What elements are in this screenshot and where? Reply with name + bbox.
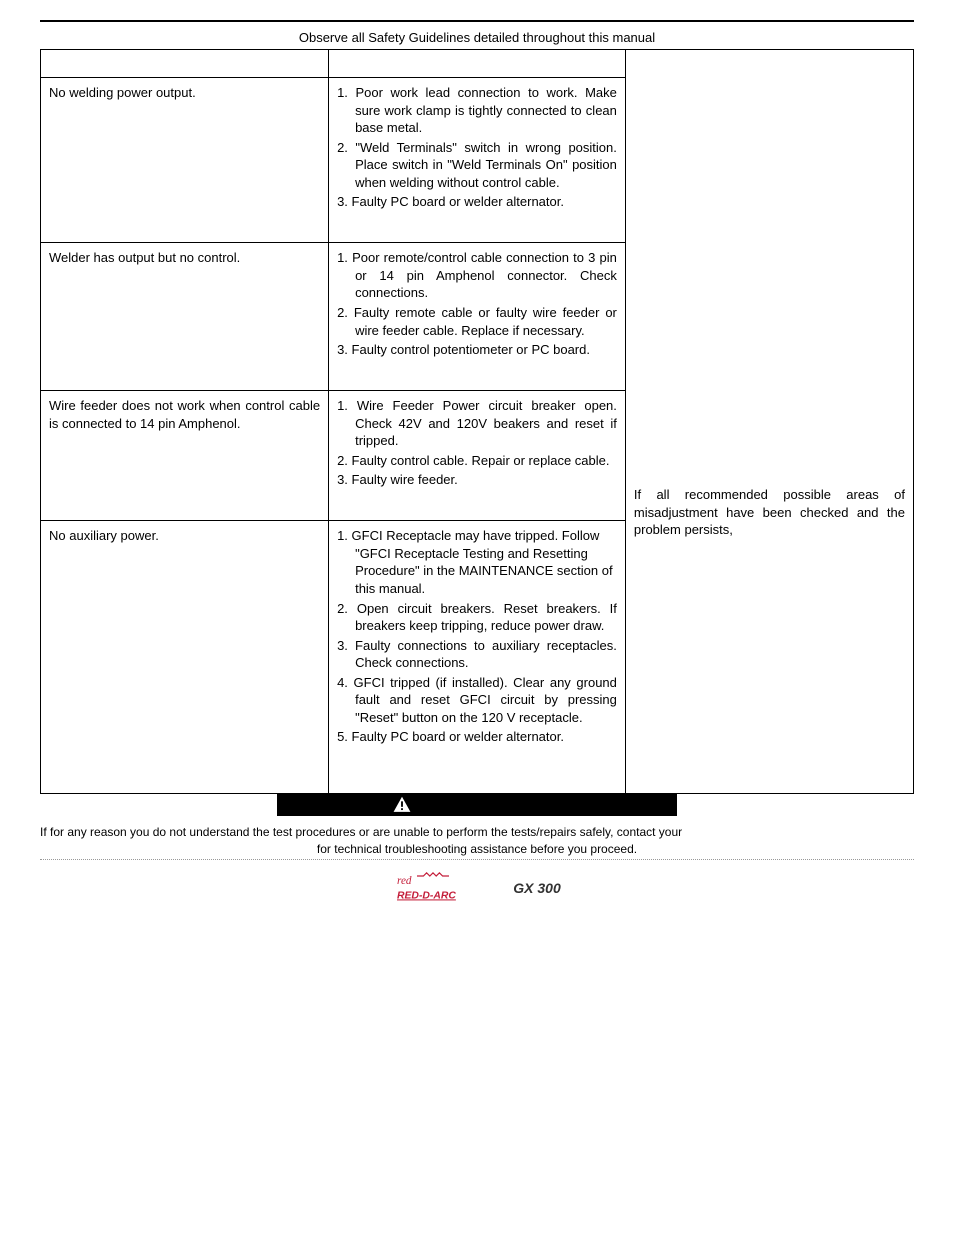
troubleshooting-table: If all recommended possible areas of mis… — [40, 49, 914, 794]
brand-logo: red RED-D-ARC — [393, 868, 473, 908]
top-rule — [40, 20, 914, 22]
cause-item: 1. Wire Feeder Power circuit breaker ope… — [337, 397, 617, 450]
table-header-row: If all recommended possible areas of mis… — [41, 50, 914, 78]
cause-item: 2. Faulty remote cable or faulty wire fe… — [337, 304, 617, 339]
cause-item: 2. "Weld Terminals" switch in wrong posi… — [337, 139, 617, 192]
logo-row: red RED-D-ARC GX 300 — [40, 868, 914, 908]
cause-item: 1. Poor work lead connection to work. Ma… — [337, 84, 617, 137]
cause-cell: 1. Wire Feeder Power circuit breaker ope… — [329, 391, 626, 497]
footer-text: If for any reason you do not understand … — [40, 824, 914, 856]
cause-item: 4. GFCI tripped (if installed). Clear an… — [337, 674, 617, 727]
problem-cell: No auxiliary power. — [41, 521, 329, 754]
cause-cell: 1. Poor work lead connection to work. Ma… — [329, 78, 626, 219]
svg-text:red: red — [397, 875, 412, 887]
model-label: GX 300 — [513, 880, 560, 896]
cause-item: 3. Faulty connections to auxiliary recep… — [337, 637, 617, 672]
cause-item: 1. GFCI Receptacle may have tripped. Fol… — [337, 527, 617, 597]
svg-text:RED-D-ARC: RED-D-ARC — [397, 890, 456, 901]
header-cause — [329, 50, 626, 78]
header-problem — [41, 50, 329, 78]
caution-bar-right — [417, 794, 677, 816]
cause-cell: 1. Poor remote/control cable connection … — [329, 243, 626, 367]
dotted-rule — [40, 859, 914, 860]
warning-icon — [391, 794, 413, 816]
cause-item: 2. Faulty control cable. Repair or repla… — [337, 452, 617, 470]
cause-cell: 1. GFCI Receptacle may have tripped. Fol… — [329, 521, 626, 754]
problem-cell: Wire feeder does not work when control c… — [41, 391, 329, 497]
caution-bar-left — [277, 794, 417, 816]
cause-item: 3. Faulty PC board or welder alternator. — [337, 193, 617, 211]
cause-item: 2. Open circuit breakers. Reset breakers… — [337, 600, 617, 635]
caution-bar — [40, 794, 914, 816]
cause-item: 1. Poor remote/control cable connection … — [337, 249, 617, 302]
footer-line1: If for any reason you do not understand … — [40, 825, 682, 839]
cause-item: 5. Faulty PC board or welder alternator. — [337, 728, 617, 746]
problem-cell: Welder has output but no control. — [41, 243, 329, 367]
action-text: If all recommended possible areas of mis… — [634, 486, 905, 539]
cause-item: 3. Faulty control potentiometer or PC bo… — [337, 341, 617, 359]
safety-header: Observe all Safety Guidelines detailed t… — [40, 28, 914, 49]
cause-item: 3. Faulty wire feeder. — [337, 471, 617, 489]
header-action: If all recommended possible areas of mis… — [625, 50, 913, 794]
problem-cell: No welding power output. — [41, 78, 329, 219]
footer-line2: for technical troubleshooting assistance… — [40, 841, 914, 857]
